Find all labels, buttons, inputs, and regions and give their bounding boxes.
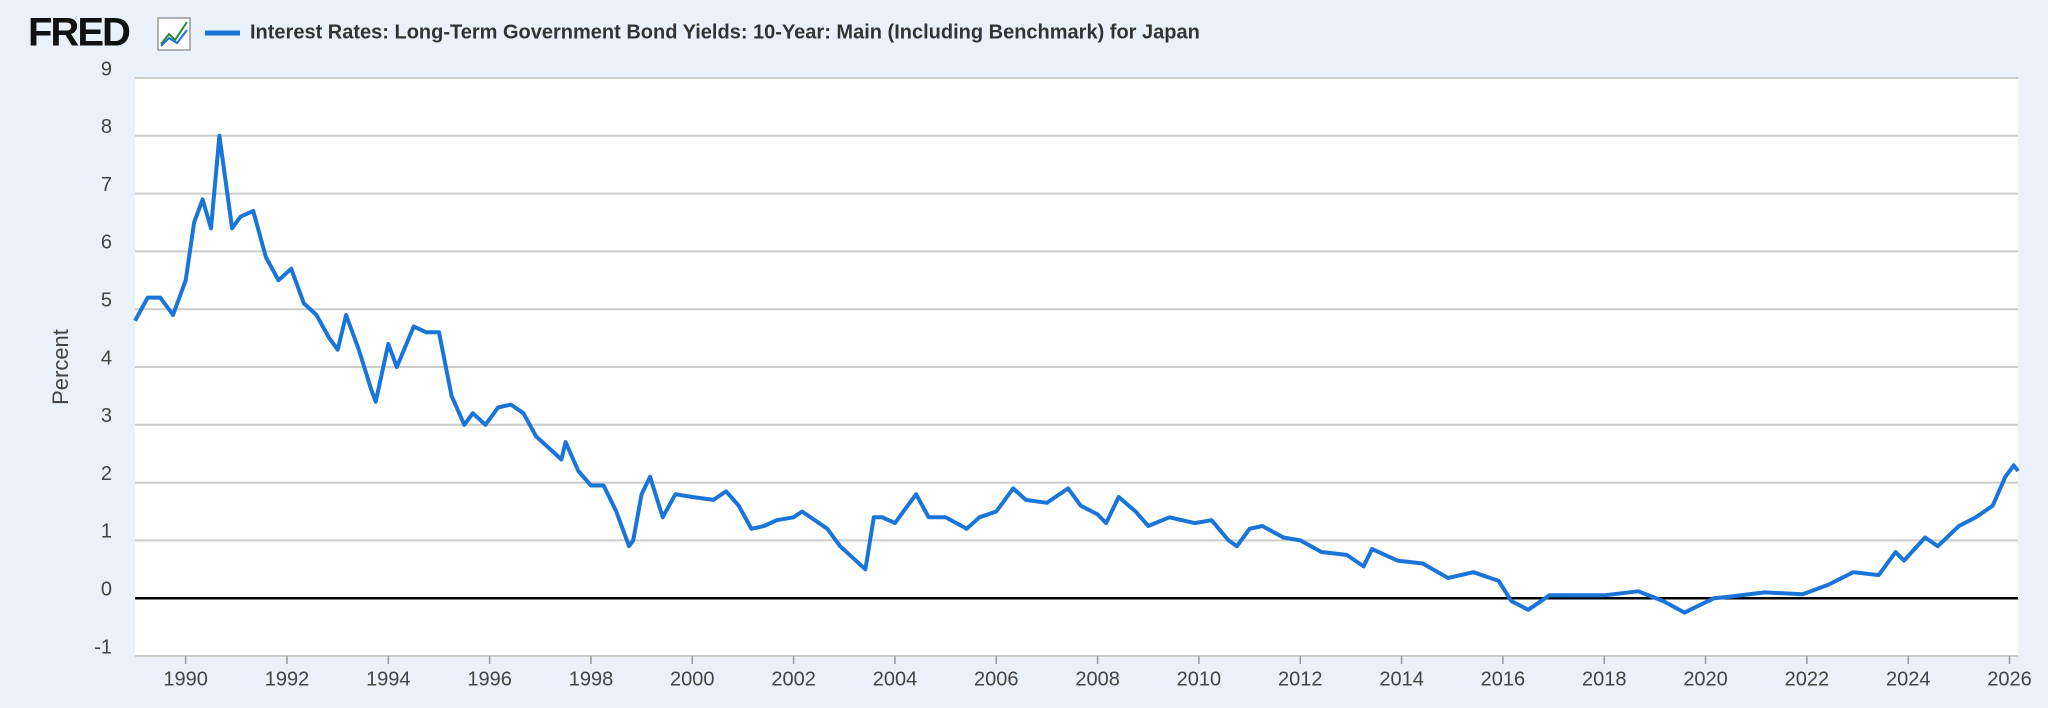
y-tick-label: 5 [101,289,112,311]
x-tick-label: 2018 [1582,668,1627,690]
y-tick-label: 4 [101,347,112,369]
logo-icon [157,17,191,51]
y-tick-label: 0 [101,578,112,600]
x-tick-label: 2004 [873,668,918,690]
logo: FRED [28,11,130,55]
x-tick-label: 2024 [1886,668,1931,690]
x-tick-label: 2002 [771,668,816,690]
x-tick-label: 1998 [569,668,614,690]
x-tick-label: 2010 [1177,668,1222,690]
x-tick-label: 2020 [1683,668,1728,690]
x-tick-label: 2022 [1785,668,1830,690]
y-tick-label: 7 [101,174,112,196]
x-tick-label: 2008 [1075,668,1120,690]
x-tick-label: 2014 [1379,668,1424,690]
x-tick-label: 1996 [467,668,512,690]
y-axis-label: Percent [48,329,73,405]
y-tick-label: 2 [101,463,112,485]
x-tick-label: 2012 [1278,668,1323,690]
y-tick-label: 1 [101,521,112,543]
y-tick-label: 9 [101,58,112,80]
x-tick-label: 2000 [670,668,715,690]
x-tick-label: 1990 [163,668,208,690]
data-line [133,133,2020,615]
y-tick-label: 8 [101,116,112,138]
legend-label: Interest Rates: Long-Term Government Bon… [250,21,1200,43]
y-tick-label: 6 [101,232,112,254]
x-tick-label: 2026 [1987,668,2032,690]
x-tick-label: 2006 [974,668,1019,690]
y-tick-label: 3 [101,405,112,427]
y-tick-label: -1 [94,636,112,658]
x-tick-label: 1992 [265,668,310,690]
x-tick-label: 1994 [366,668,411,690]
x-tick-label: 2016 [1481,668,1526,690]
